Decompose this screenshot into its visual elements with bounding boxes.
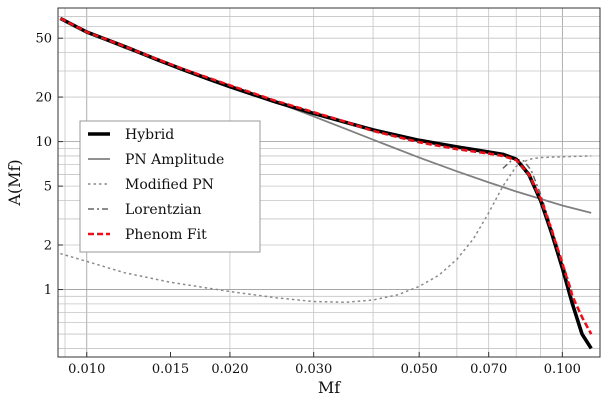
- legend-label: PN Amplitude: [125, 152, 224, 168]
- legend-box: [79, 120, 261, 253]
- legend-label: Modified PN: [125, 177, 214, 193]
- y-tick-label: 20: [35, 91, 52, 106]
- plot-frame: [57, 7, 601, 358]
- y-tick-label: 1: [44, 283, 52, 298]
- series-line-hybrid: [59, 16, 593, 350]
- x-tick-label: 0.030: [295, 362, 332, 377]
- legend-label: Lorentzian: [125, 202, 202, 218]
- x-tick-label: 0.015: [152, 362, 189, 377]
- x-tick-label: 0.010: [68, 362, 105, 377]
- y-tick-label: 5: [44, 180, 52, 195]
- tick-group: [58, 37, 563, 357]
- series-line-phenom-fit: [59, 17, 593, 335]
- legend-label: Hybrid: [125, 127, 174, 143]
- series-line-modified-pn: [60, 155, 592, 304]
- x-tick-label: 0.050: [401, 362, 438, 377]
- y-tick-label: 2: [44, 239, 52, 254]
- y-tick-label: 10: [35, 135, 52, 150]
- series-group: [59, 16, 593, 350]
- x-tick-label: 0.020: [211, 362, 248, 377]
- legend: Hybrid PN Amplitude Modified PN Lorentzian P…: [79, 120, 261, 253]
- legend-label: Phenom Fit: [125, 227, 207, 243]
- x-tick-label: 0.100: [544, 362, 581, 377]
- x-axis-label: Mf: [318, 378, 341, 397]
- y-tick-label: 50: [35, 32, 52, 47]
- grid: [58, 7, 600, 357]
- tick-label-group: 0.010 0.015 0.020 0.030 0.050 0.070 0.100 1 2 5 10…: [35, 32, 580, 377]
- y-axis-label: A(Mf): [5, 159, 24, 206]
- x-tick-label: 0.070: [470, 362, 507, 377]
